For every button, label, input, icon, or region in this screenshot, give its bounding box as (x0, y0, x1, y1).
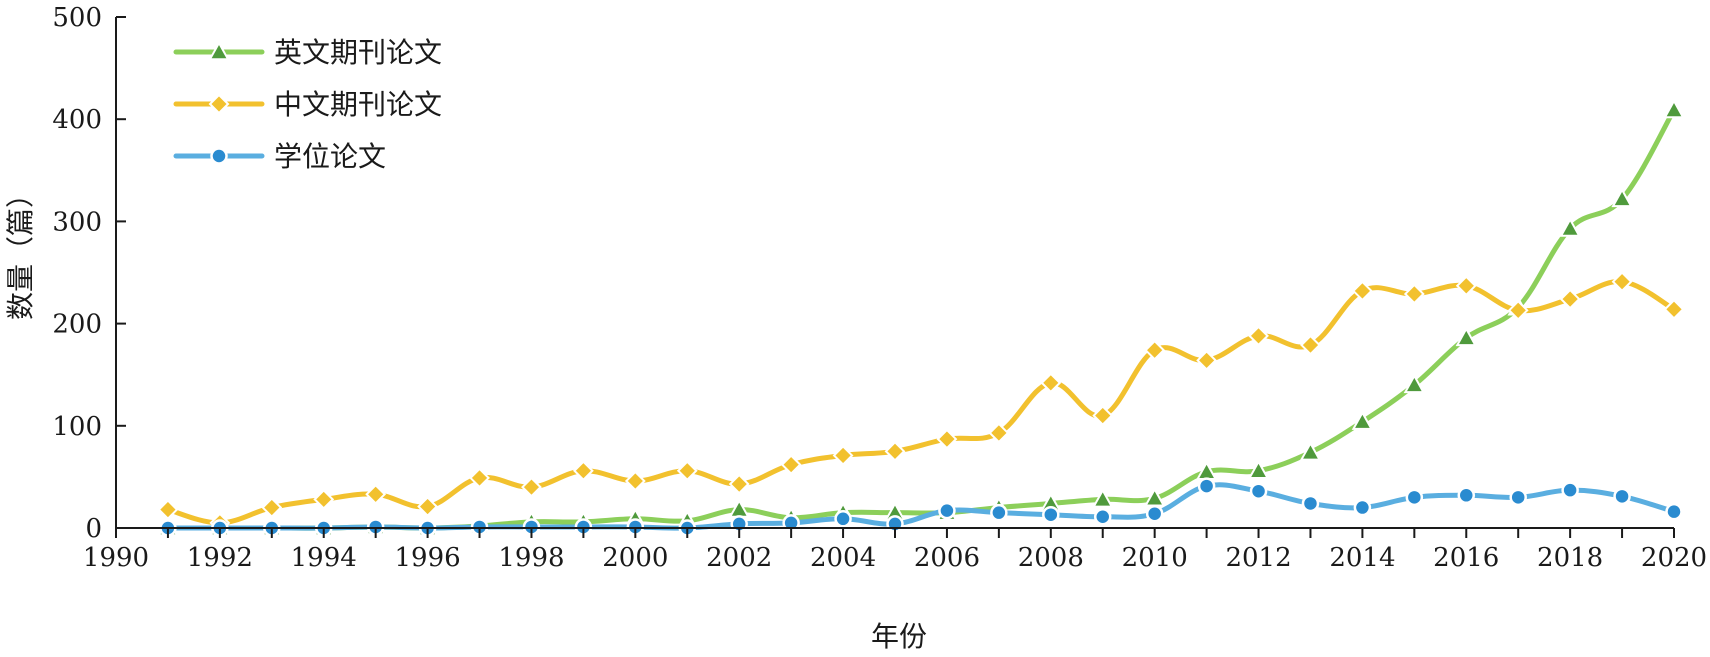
data-point (1093, 508, 1112, 526)
x-tick-label: 2018 (1537, 543, 1603, 573)
data-point (1663, 298, 1685, 320)
data-point (728, 473, 750, 495)
x-tick-label: 2008 (1018, 543, 1084, 573)
data-point (834, 510, 852, 528)
data-point (1665, 502, 1683, 521)
data-point (1144, 339, 1166, 361)
data-point (1403, 373, 1426, 394)
data-point (1611, 187, 1633, 208)
data-point (936, 428, 958, 450)
data-point (261, 497, 283, 518)
data-point (1559, 288, 1581, 310)
data-point (1561, 481, 1579, 499)
data-point (469, 467, 490, 489)
data-point (988, 422, 1010, 444)
data-point (1299, 441, 1322, 461)
data-point (1559, 217, 1581, 237)
data-point (157, 499, 179, 521)
data-point (313, 488, 335, 510)
x-tick-label: 2016 (1433, 543, 1499, 573)
legend-marker (208, 93, 230, 115)
data-point (938, 501, 956, 520)
series-1 (157, 98, 1685, 537)
y-tick-label: 100 (52, 412, 102, 442)
data-point (1040, 372, 1062, 394)
series-line (165, 279, 1677, 526)
x-tick-label: 2010 (1122, 543, 1188, 573)
legend-item: 学位论文 (173, 140, 386, 173)
data-point (832, 445, 854, 466)
data-point (1247, 459, 1270, 479)
data-point (990, 503, 1008, 522)
x-tick-label: 2012 (1225, 543, 1291, 573)
x-tick-label: 1996 (395, 543, 461, 573)
data-point (884, 440, 906, 462)
legend-label: 中文期刊论文 (274, 88, 442, 121)
series-line (165, 482, 1677, 531)
y-tick-label: 300 (52, 207, 102, 237)
data-point (1403, 283, 1425, 305)
data-point (780, 454, 802, 476)
data-point (1611, 271, 1633, 293)
data-point (1092, 488, 1114, 508)
data-point (1351, 410, 1374, 430)
data-point (1197, 477, 1216, 495)
data-point (1405, 488, 1424, 507)
data-point (1042, 505, 1060, 524)
legend-marker (208, 40, 230, 61)
x-tick-label: 2006 (914, 543, 980, 573)
x-tick-label: 2020 (1641, 543, 1707, 573)
legend-item: 英文期刊论文 (173, 36, 442, 69)
data-point (1145, 504, 1164, 523)
data-point (1663, 98, 1685, 119)
data-point (1457, 486, 1476, 505)
y-tick-label: 200 (52, 310, 102, 340)
data-point (676, 460, 698, 482)
data-point (417, 496, 439, 517)
x-tick-label: 2002 (706, 543, 772, 573)
data-point (1196, 349, 1218, 371)
data-point (1092, 405, 1114, 426)
data-point (1353, 498, 1372, 517)
data-point (1455, 326, 1477, 347)
y-tick-label: 0 (85, 514, 102, 544)
data-point (1507, 299, 1529, 321)
y-tick-label: 400 (52, 105, 102, 135)
data-point (1300, 334, 1321, 356)
legend-label: 英文期刊论文 (274, 36, 442, 69)
x-axis-title: 年份 (871, 620, 927, 653)
x-tick-label: 2000 (602, 543, 668, 573)
data-point (1301, 494, 1320, 513)
series-line (165, 107, 1677, 531)
x-tick-label: 1994 (291, 543, 357, 573)
data-point (572, 460, 594, 482)
data-point (1249, 482, 1268, 500)
series-group (157, 98, 1685, 537)
data-point (1613, 487, 1631, 506)
legend-marker (210, 147, 228, 165)
legend-item: 中文期刊论文 (173, 88, 442, 121)
data-point (1509, 488, 1527, 507)
x-tick-label: 2004 (810, 543, 876, 573)
data-point (1248, 325, 1269, 347)
axes-group: 0 100 200 300 400 500 1990 1992 1994 1996 1998 2000… (52, 3, 1707, 573)
legend-label: 学位论文 (274, 140, 386, 173)
x-tick-label: 1990 (83, 543, 149, 573)
data-point (1455, 275, 1477, 297)
series-3 (159, 477, 1683, 537)
x-tick-label: 1998 (498, 543, 564, 573)
y-axis-title: 数量（篇） (4, 180, 37, 320)
x-tick-label: 1992 (187, 543, 253, 573)
data-point (624, 470, 646, 492)
data-point (521, 476, 542, 498)
x-tick-label: 2014 (1329, 543, 1395, 573)
data-point (365, 483, 387, 505)
series-2 (157, 271, 1685, 534)
y-tick-label: 500 (52, 3, 102, 33)
data-point (1351, 280, 1373, 302)
